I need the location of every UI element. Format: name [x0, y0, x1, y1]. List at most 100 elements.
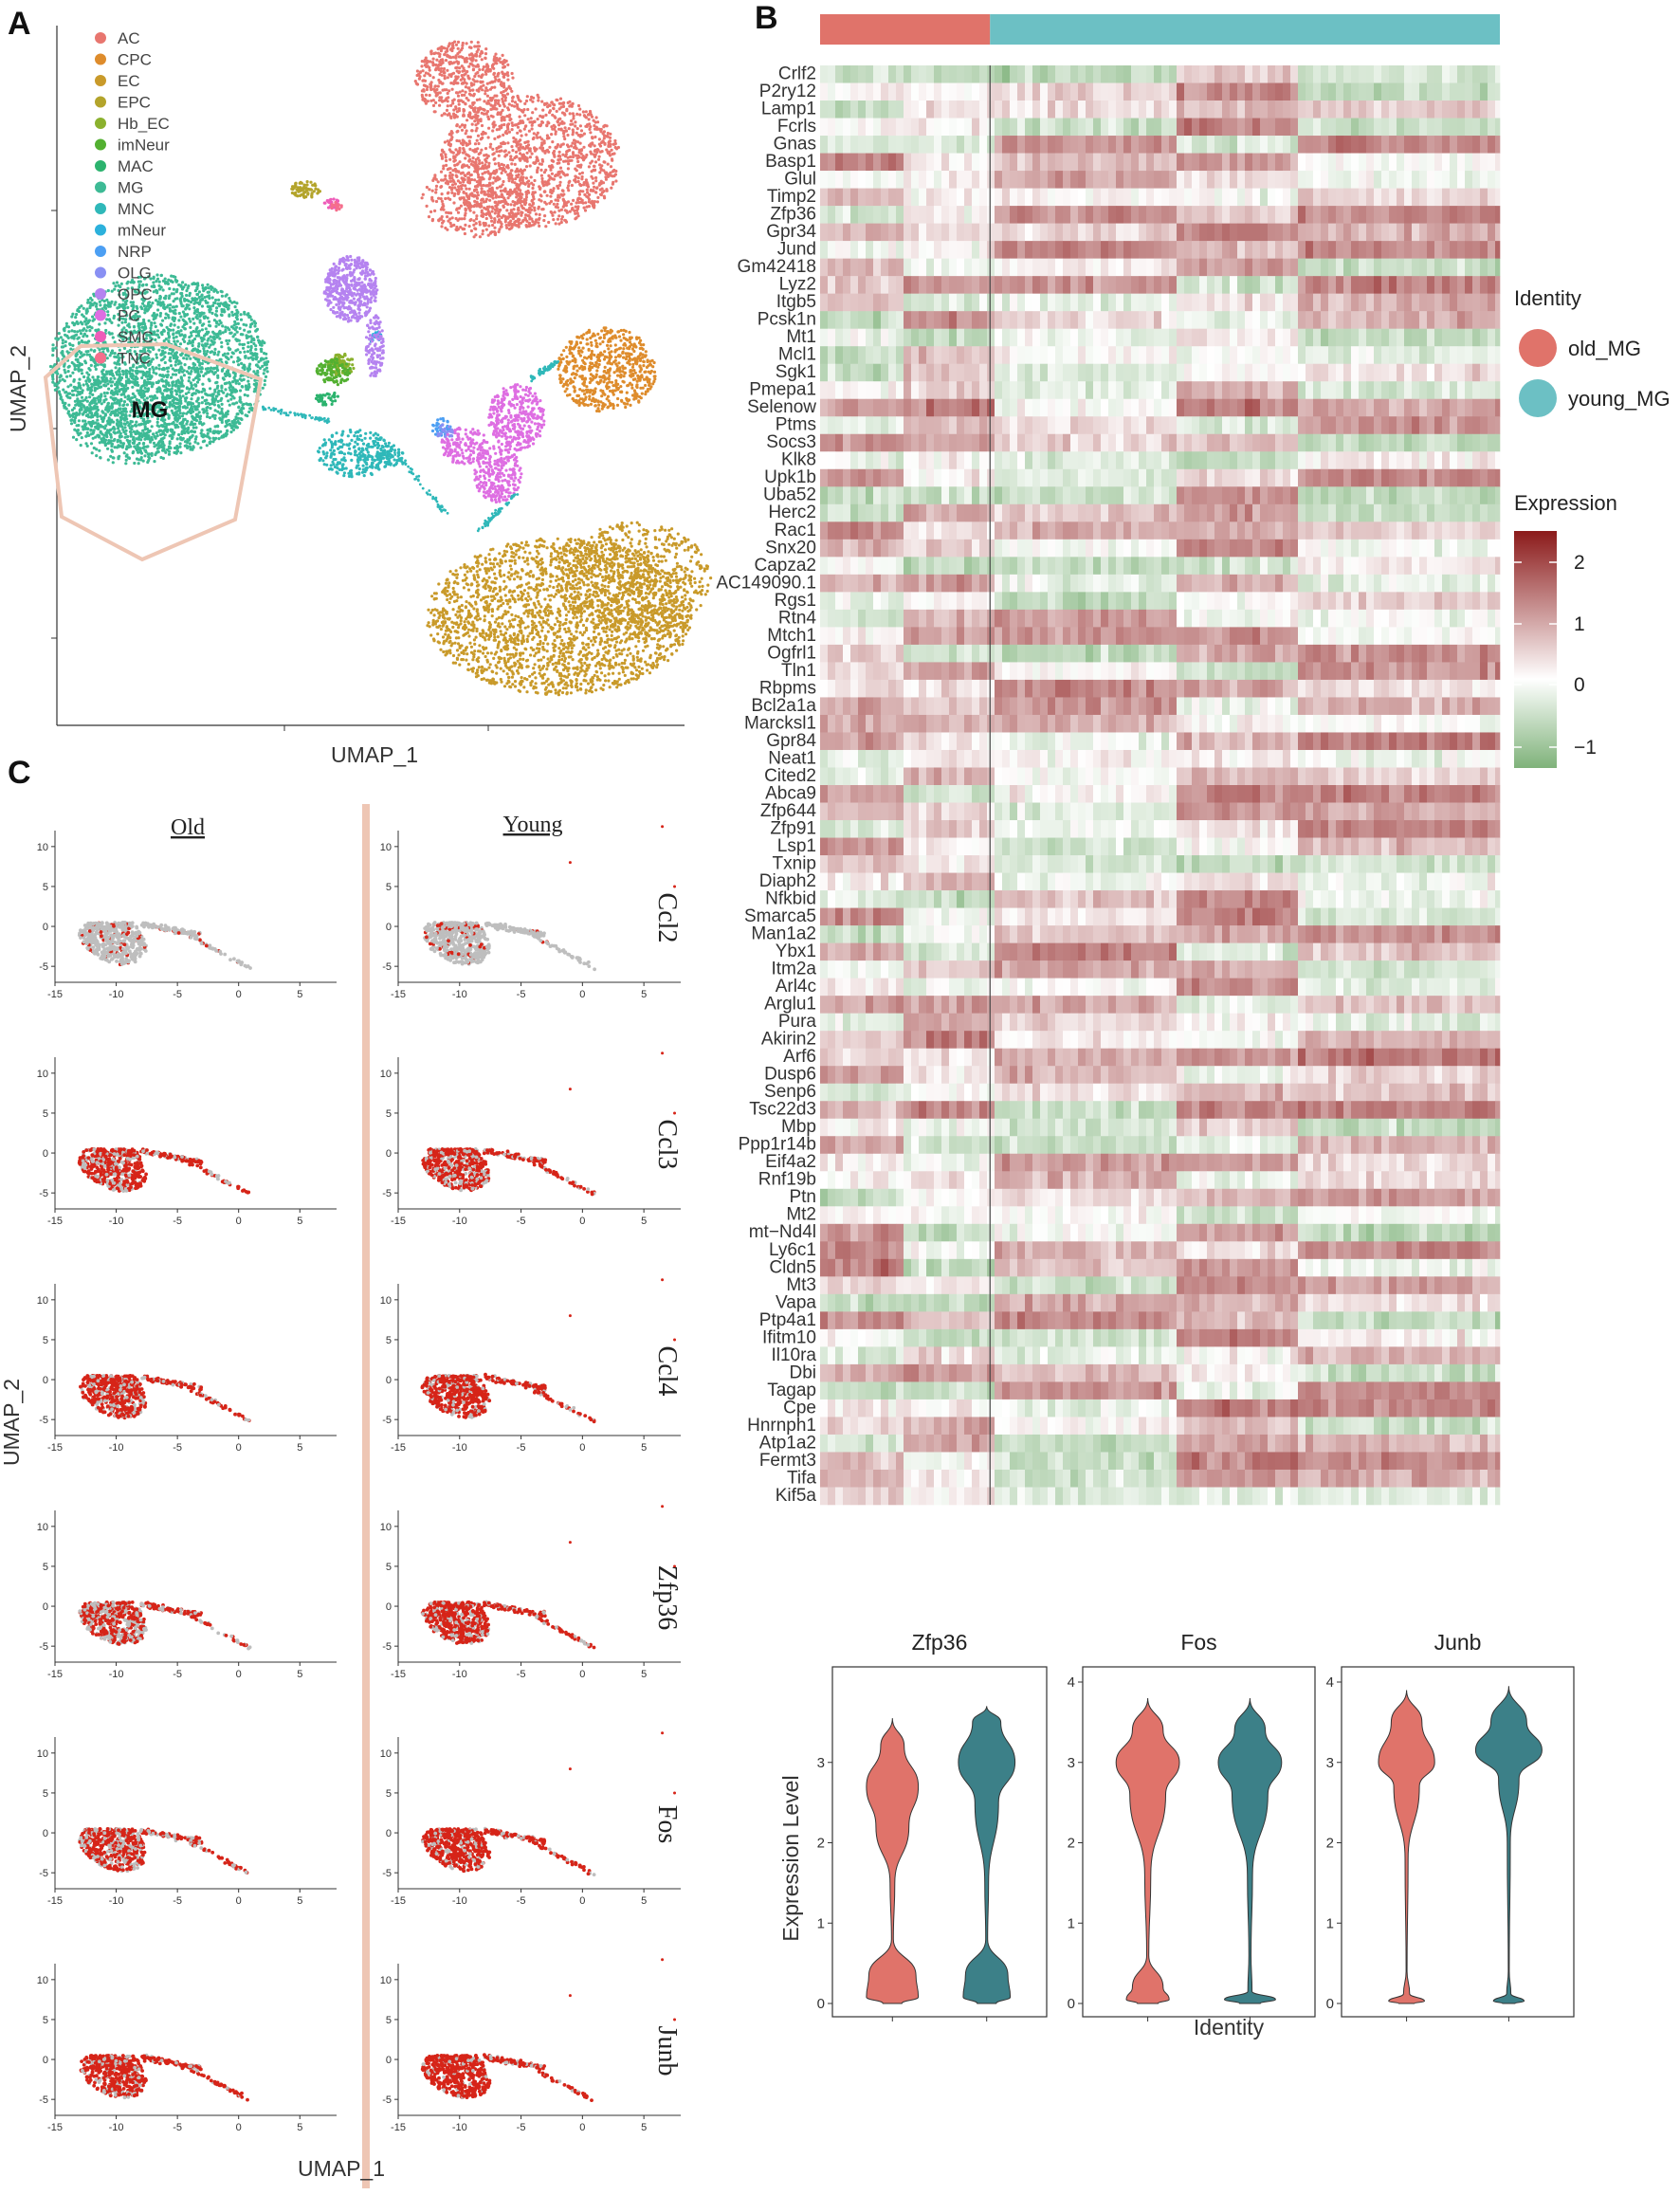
umap-point — [580, 171, 585, 174]
umap-point — [557, 560, 561, 564]
umap-point — [453, 630, 457, 633]
umap-point — [622, 356, 626, 359]
umap-point — [563, 666, 567, 669]
umap-point — [484, 147, 488, 151]
umap-point — [569, 381, 573, 385]
umap-point — [429, 50, 433, 54]
umap-point — [610, 609, 613, 613]
umap-point — [579, 666, 583, 670]
umap-point — [429, 611, 433, 614]
umap-point — [484, 557, 487, 560]
umap-point — [503, 189, 507, 192]
umap-point — [566, 378, 570, 383]
umap-point — [475, 188, 479, 192]
umap-point — [515, 155, 519, 159]
umap-point — [573, 390, 576, 393]
umap-point — [466, 176, 470, 180]
umap-point — [510, 103, 514, 107]
umap-point — [474, 116, 478, 119]
umap-point — [434, 620, 438, 624]
umap-point — [449, 115, 453, 119]
umap-point — [469, 46, 473, 50]
umap-point — [549, 210, 553, 214]
umap-point — [565, 387, 569, 391]
umap-point — [616, 367, 620, 371]
umap-point — [558, 166, 563, 170]
umap-point — [589, 361, 593, 365]
umap-point — [468, 218, 472, 223]
umap-point — [590, 690, 594, 694]
umap-point — [521, 556, 525, 559]
umap-point — [594, 344, 598, 348]
umap-point — [581, 365, 585, 369]
umap-point — [519, 585, 522, 589]
umap-point — [631, 677, 636, 681]
umap-point — [498, 552, 502, 556]
umap-point — [450, 191, 454, 194]
umap-point — [481, 67, 484, 71]
umap-point — [623, 661, 627, 666]
umap-point — [578, 631, 582, 634]
umap-point — [516, 131, 520, 135]
umap-point — [553, 210, 557, 214]
umap-point — [636, 651, 640, 655]
umap-point — [606, 638, 610, 642]
umap-point — [473, 142, 478, 146]
umap-point — [474, 52, 478, 57]
umap-point — [528, 674, 532, 678]
umap-point — [492, 638, 496, 642]
umap-point — [502, 82, 506, 85]
umap-point — [644, 660, 648, 664]
umap-point — [431, 178, 435, 182]
umap-point — [467, 179, 471, 183]
umap-point — [565, 143, 570, 147]
umap-point — [576, 103, 581, 108]
umap-point — [578, 669, 583, 673]
umap-point — [538, 635, 542, 639]
umap-point — [465, 187, 468, 191]
umap-point — [477, 649, 481, 653]
umap-point — [612, 570, 616, 574]
umap-point — [606, 162, 610, 166]
umap-point — [482, 630, 485, 634]
umap-point — [557, 183, 562, 187]
umap-point — [539, 168, 543, 172]
umap-point — [422, 89, 426, 93]
umap-point — [533, 209, 537, 212]
umap-point — [517, 200, 521, 204]
umap-point — [607, 405, 611, 409]
umap-point — [447, 581, 451, 585]
umap-point — [569, 691, 574, 695]
umap-point — [476, 134, 481, 137]
umap-point — [465, 582, 468, 586]
umap-point — [593, 640, 597, 644]
umap-point — [427, 72, 430, 76]
umap-point — [539, 123, 543, 127]
umap-point — [446, 100, 449, 103]
umap-point — [510, 71, 514, 76]
umap-point — [508, 214, 512, 218]
umap-point — [512, 637, 516, 642]
umap-point — [561, 663, 565, 667]
umap-point — [622, 328, 626, 332]
umap-point — [557, 161, 561, 165]
umap-point — [448, 570, 452, 574]
umap-point — [546, 609, 550, 613]
umap-point — [575, 682, 578, 686]
umap-point — [621, 563, 625, 567]
umap-point — [518, 556, 521, 559]
umap-point — [539, 605, 543, 609]
umap-point — [505, 71, 510, 75]
umap-point — [552, 106, 556, 110]
umap-point — [456, 581, 460, 585]
umap-point — [546, 630, 550, 633]
umap-point — [531, 614, 535, 618]
umap-point — [648, 671, 652, 675]
umap-point — [561, 647, 566, 651]
umap-point — [635, 379, 639, 383]
umap-point — [484, 571, 488, 576]
umap-point — [543, 151, 547, 155]
umap-point — [478, 235, 482, 239]
umap-point — [677, 635, 681, 639]
umap-point — [440, 192, 444, 196]
